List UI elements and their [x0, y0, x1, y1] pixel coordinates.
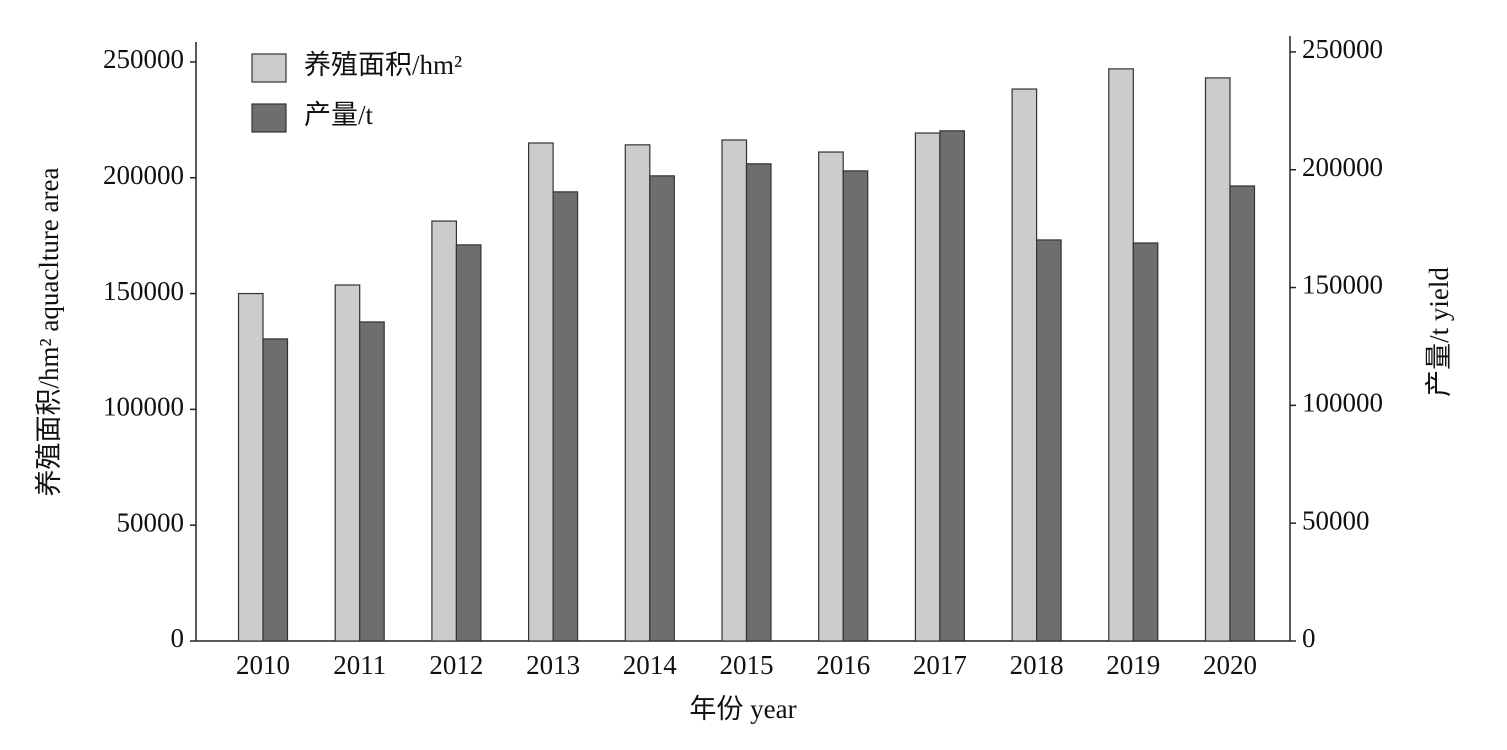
bar [237, 292, 264, 642]
y-axis-title: 养殖面积/hm² aquaclture area [34, 168, 64, 497]
bar [359, 321, 385, 642]
y2-tick-label: 100000 [1302, 388, 1383, 418]
bar [1035, 239, 1062, 642]
bar [527, 142, 554, 642]
y-tick-label: 150000 [103, 276, 184, 306]
x-tick-label: 2016 [816, 650, 870, 680]
y-tick-label: 200000 [103, 160, 184, 190]
bar [842, 170, 869, 642]
bar [1108, 68, 1134, 642]
bar [649, 175, 675, 642]
bar [745, 163, 772, 642]
y2-tick-label: 200000 [1302, 152, 1383, 182]
x-tick-label: 2014 [623, 650, 678, 680]
x-tick-label: 2015 [720, 650, 774, 680]
x-tick-label: 2018 [1010, 650, 1064, 680]
bar [552, 191, 579, 642]
bar [818, 151, 844, 642]
bar [914, 132, 941, 642]
bar [1011, 88, 1038, 642]
bar [1204, 77, 1231, 642]
x-tick-label: 2012 [429, 650, 483, 680]
bar [939, 130, 966, 642]
bar [262, 338, 289, 642]
y2-tick-label: 0 [1302, 623, 1316, 653]
x-tick-label: 2017 [913, 650, 967, 680]
y-tick-label: 0 [171, 623, 185, 653]
y-tick-label: 250000 [103, 44, 184, 74]
x-tick-label: 2019 [1106, 650, 1160, 680]
y-tick-label: 50000 [117, 507, 185, 537]
x-tick-label: 2020 [1203, 650, 1257, 680]
y-tick-label: 100000 [103, 392, 184, 422]
x-axis-title: 年份 year [689, 694, 796, 724]
bar [1229, 185, 1256, 642]
legend-swatch [251, 103, 287, 133]
legend-label: 养殖面积/hm² [304, 50, 462, 80]
bar [334, 284, 361, 642]
bar [455, 244, 482, 642]
y2-tick-label: 250000 [1302, 34, 1383, 64]
bar [431, 220, 457, 642]
y2-axis-title: 产量/t yield [1424, 267, 1454, 397]
x-tick-label: 2010 [236, 650, 290, 680]
legend-swatch [251, 53, 287, 83]
y2-tick-label: 150000 [1302, 270, 1383, 300]
bar [624, 144, 651, 642]
y2-tick-label: 50000 [1302, 505, 1370, 535]
bar [721, 139, 748, 642]
legend-label: 产量/t [304, 100, 374, 130]
x-tick-label: 2011 [333, 650, 386, 680]
x-tick-label: 2013 [526, 650, 580, 680]
bar [1132, 242, 1159, 642]
